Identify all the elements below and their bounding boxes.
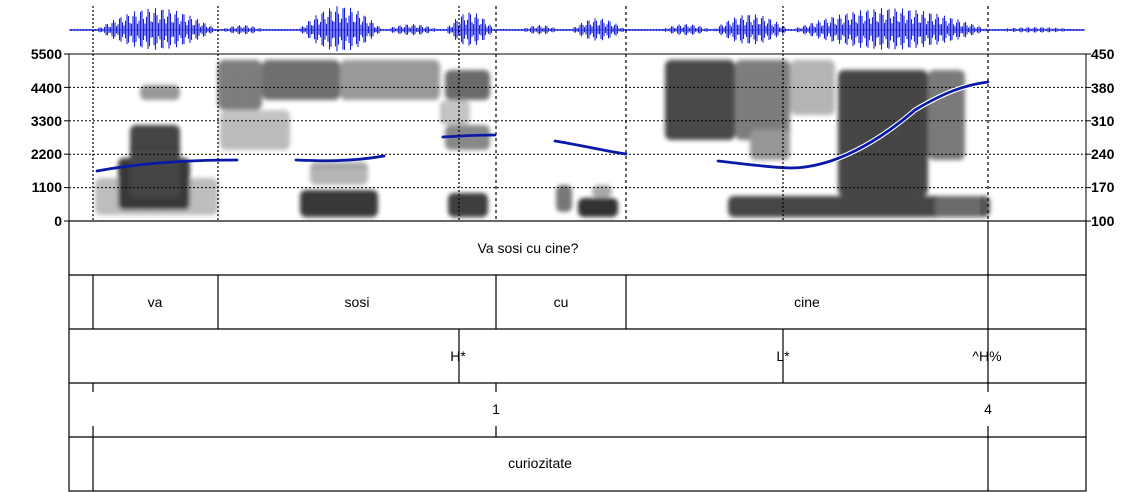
f0-tick: 170: [1091, 179, 1115, 195]
function-label: curiozitate: [508, 455, 572, 471]
spectrogram-striations: [94, 60, 980, 217]
annotation-tiers: Va sosi cu cine? va sosi cu cine H* L* ^…: [68, 220, 1087, 492]
spectrogram-grid: [64, 53, 1091, 222]
f0-tick: 380: [1091, 80, 1115, 96]
f0-tick: 100: [1091, 213, 1115, 229]
tier-utterance: Va sosi cu cine?: [478, 221, 989, 275]
word-label: sosi: [345, 294, 370, 310]
freq-tick: 1100: [32, 179, 63, 195]
tone-label: ^H%: [972, 348, 1001, 364]
freq-tick: 0: [54, 213, 62, 229]
freq-tick: 2200: [31, 146, 62, 162]
pitch-track: [95, 79, 990, 173]
f0-axis: 450 380 310 240 170 100: [1091, 46, 1115, 229]
break-label: 1: [492, 401, 500, 417]
utterance-text: Va sosi cu cine?: [478, 240, 579, 256]
tier-breaks: 1 4: [92, 383, 992, 437]
break-label: 4: [984, 401, 992, 417]
tone-label: H*: [450, 348, 466, 364]
f0-tick: 450: [1091, 46, 1115, 62]
word-label: cu: [554, 294, 569, 310]
f0-tick: 310: [1091, 113, 1115, 129]
tier-words: va sosi cu cine: [92, 275, 989, 329]
frequency-axis: 5500 4400 3300 2200 1100 0: [31, 46, 62, 229]
tier-tones: H* L* ^H%: [450, 329, 1002, 383]
word-label: va: [148, 294, 163, 310]
tone-label: L*: [776, 348, 790, 364]
waveform: [69, 6, 1085, 52]
word-label: cine: [794, 294, 820, 310]
freq-tick: 3300: [31, 113, 62, 129]
freq-tick: 4400: [31, 80, 62, 96]
spectrogram: [64, 53, 1091, 222]
tiers-frame: [68, 220, 1087, 492]
tier-function: curiozitate: [92, 437, 989, 491]
f0-tick: 240: [1091, 146, 1115, 162]
spectrogram-energy: [95, 60, 990, 217]
freq-tick: 5500: [31, 46, 62, 62]
